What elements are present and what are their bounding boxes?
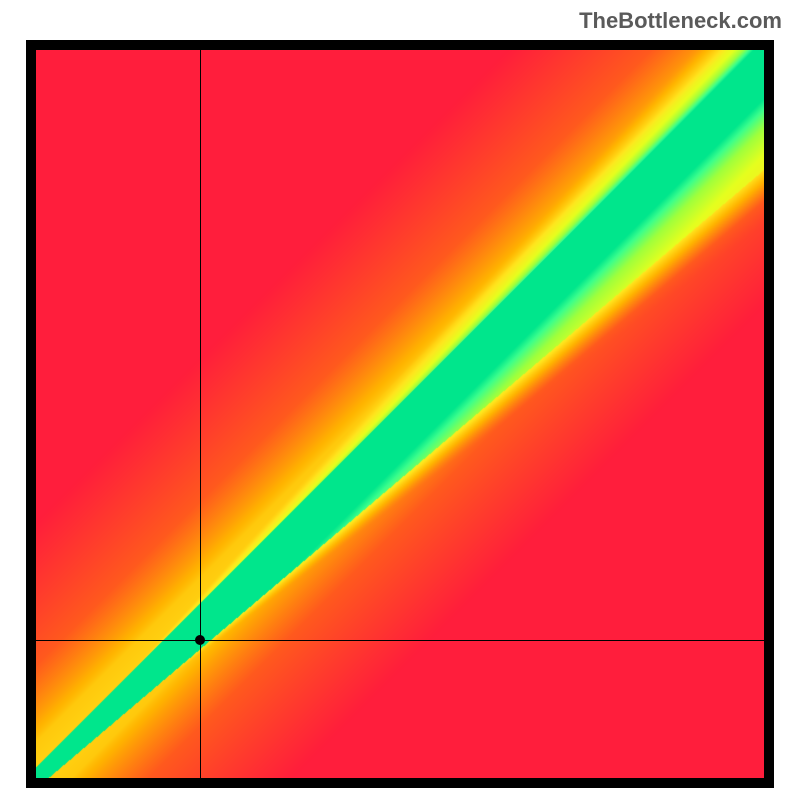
- crosshair-vertical-line: [200, 50, 201, 778]
- crosshair-marker-dot: [195, 635, 205, 645]
- bottleneck-heatmap: [36, 50, 764, 778]
- chart-container: TheBottleneck.com: [0, 0, 800, 800]
- crosshair-horizontal-line: [36, 640, 764, 641]
- watermark-label: TheBottleneck.com: [579, 8, 782, 34]
